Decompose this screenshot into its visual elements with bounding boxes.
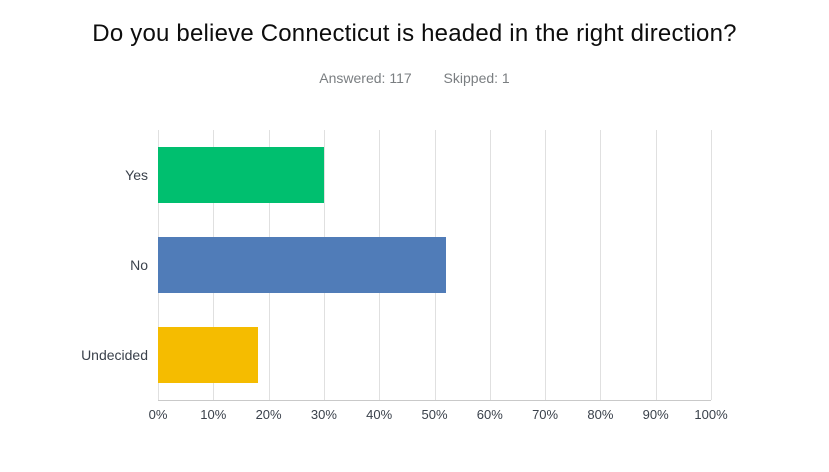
x-tick-label: 70% (532, 407, 559, 422)
plot-area (158, 130, 712, 401)
skipped-label: Skipped: (443, 70, 499, 86)
x-tick-label: 20% (255, 407, 282, 422)
x-tick-label: 40% (366, 407, 393, 422)
y-axis-labels: Yes No Undecided (0, 130, 148, 400)
gridline (655, 130, 657, 400)
answered-label: Answered: (319, 70, 386, 86)
category-label-undecided: Undecided (81, 347, 148, 363)
x-tick-label: 50% (421, 407, 448, 422)
gridline (489, 130, 491, 400)
category-label-no: No (130, 257, 148, 273)
x-tick-label: 100% (694, 407, 728, 422)
response-stats: Answered: 117 Skipped: 1 (0, 70, 829, 86)
x-tick-label: 10% (200, 407, 227, 422)
skipped-stat: Skipped: 1 (444, 70, 510, 86)
answered-value: 117 (389, 70, 412, 86)
x-tick-label: 30% (310, 407, 337, 422)
answered-stat: Answered: 117 (319, 70, 411, 86)
gridline (600, 130, 602, 400)
gridline (545, 130, 547, 400)
chart-title: Do you believe Connecticut is headed in … (92, 20, 737, 47)
bar-undecided (158, 327, 258, 383)
category-label-yes: Yes (125, 167, 148, 183)
x-axis-labels: 0% 10% 20% 30% 40% 50% 60% 70% 80% 90% 100% (149, 407, 728, 427)
bar-no (158, 237, 446, 293)
x-tick-label: 80% (587, 407, 614, 422)
x-tick-label: 60% (476, 407, 503, 422)
x-tick-label: 90% (642, 407, 669, 422)
x-tick-label: 0% (148, 407, 168, 422)
gridline (711, 130, 712, 400)
skipped-value: 1 (501, 70, 510, 86)
bar-yes (158, 147, 324, 203)
